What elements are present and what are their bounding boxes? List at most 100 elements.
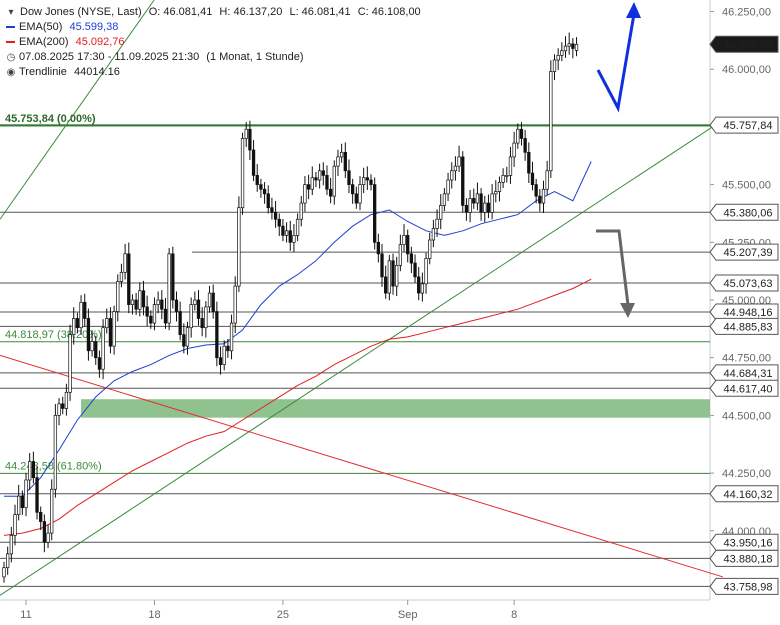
candle-body-88 (325, 175, 329, 190)
candle-body-125 (461, 156, 465, 206)
candle-155 (571, 38, 575, 59)
candle-40 (149, 310, 153, 329)
x-tick-label-3: Sep (398, 609, 418, 621)
candle-35 (130, 294, 135, 315)
x-axis: 11 18 25 Sep 8 (20, 600, 517, 621)
y-tick-label-8: 44.250,00 (722, 468, 771, 480)
candle-109 (402, 224, 406, 252)
candle-79 (292, 224, 296, 253)
candle-body-16 (61, 403, 65, 409)
candle-body-101 (373, 184, 377, 243)
candle-body-144 (530, 172, 535, 185)
legend-ema200-label: EMA(200) (19, 36, 69, 48)
candle-16 (61, 396, 65, 415)
candle-body-61 (226, 345, 230, 352)
legend-period: 07.08.2025 17:30 - 11.09.2025 21:30 (19, 51, 200, 63)
candle-body-104 (384, 276, 388, 294)
candle-126 (464, 198, 469, 221)
candle-153 (563, 36, 568, 58)
candle-83 (306, 174, 311, 200)
candle-body-22 (83, 301, 87, 319)
candle-62 (229, 314, 234, 360)
candle-body-75 (277, 218, 281, 227)
candle-body-123 (453, 165, 458, 172)
candle-101 (373, 177, 377, 250)
trendline-0 (0, 119, 724, 596)
candle-150 (552, 54, 557, 81)
candle-body-51 (189, 304, 193, 329)
candle-112 (413, 254, 417, 283)
candle-7 (28, 453, 32, 490)
candle-body-35 (130, 299, 135, 305)
candle-body-45 (167, 253, 171, 324)
candle-50 (185, 321, 190, 355)
grid-layer (0, 0, 711, 601)
candle-144 (530, 161, 535, 191)
ema200-line (3, 278, 592, 536)
candle-body-135 (497, 181, 502, 192)
candle-73 (270, 197, 274, 220)
candle-body-98 (362, 177, 366, 185)
candle-body-105 (387, 260, 391, 294)
candle-77 (284, 222, 289, 243)
candle-72 (266, 185, 270, 214)
candle-132 (486, 194, 491, 219)
level-tag-1-box (709, 203, 779, 221)
candle-17 (64, 383, 69, 416)
candle-body-77 (284, 230, 289, 236)
level-tag-7-label: 44.617,40 (724, 383, 773, 395)
support-zone (81, 399, 710, 418)
candle-body-109 (402, 235, 406, 245)
candle-90 (332, 160, 336, 205)
candle-57 (211, 284, 215, 319)
candle-84 (310, 166, 314, 195)
level-tag-8-label: 44.160,32 (724, 489, 773, 501)
candle-128 (472, 188, 476, 209)
level-tag-5-box (709, 317, 779, 335)
candle-body-141 (519, 128, 524, 139)
candle-body-130 (479, 193, 483, 213)
ema200-swatch-icon (6, 41, 15, 44)
legend-ema200-value: 45.092,76 (75, 36, 125, 48)
candle-29 (108, 307, 113, 354)
candle-91 (336, 149, 340, 177)
candle-body-59 (218, 357, 223, 365)
level-tag-3-box (709, 274, 779, 292)
current-price-tag-label: 46.108,00 (724, 39, 773, 51)
level-tag-9-label: 43.950,16 (724, 537, 773, 549)
candle-8 (31, 451, 36, 484)
candle-100 (369, 174, 373, 191)
candle-125 (461, 151, 465, 213)
candle-105 (387, 255, 391, 301)
candle-body-146 (538, 195, 542, 204)
candle-body-42 (156, 299, 160, 305)
candle-134 (494, 180, 498, 203)
candle-body-93 (343, 151, 347, 172)
candle-body-81 (299, 202, 303, 220)
candle-99 (365, 166, 369, 190)
candle-85 (314, 171, 318, 188)
candle-117 (431, 219, 436, 248)
candle-body-20 (75, 318, 80, 329)
candle-19 (72, 307, 76, 345)
candle-146 (538, 189, 542, 212)
candle-45 (167, 248, 171, 331)
ema50-line (4, 161, 592, 497)
support-zone-layer (81, 399, 710, 418)
candle-135 (497, 176, 502, 202)
candle-body-83 (306, 184, 311, 190)
candle-body-74 (273, 211, 278, 220)
candle-136 (501, 168, 505, 189)
candle-body-33 (123, 253, 127, 273)
candle-30 (112, 305, 116, 355)
candle-body-133 (490, 193, 494, 213)
candle-body-52 (193, 299, 197, 305)
candle-body-1 (6, 553, 10, 569)
candle-body-100 (369, 179, 373, 185)
candle-body-148 (545, 170, 549, 190)
candle-body-60 (222, 345, 226, 365)
candle-6 (24, 472, 28, 517)
candle-body-106 (391, 260, 395, 287)
trendline-1 (0, 0, 155, 220)
candle-76 (281, 219, 285, 242)
